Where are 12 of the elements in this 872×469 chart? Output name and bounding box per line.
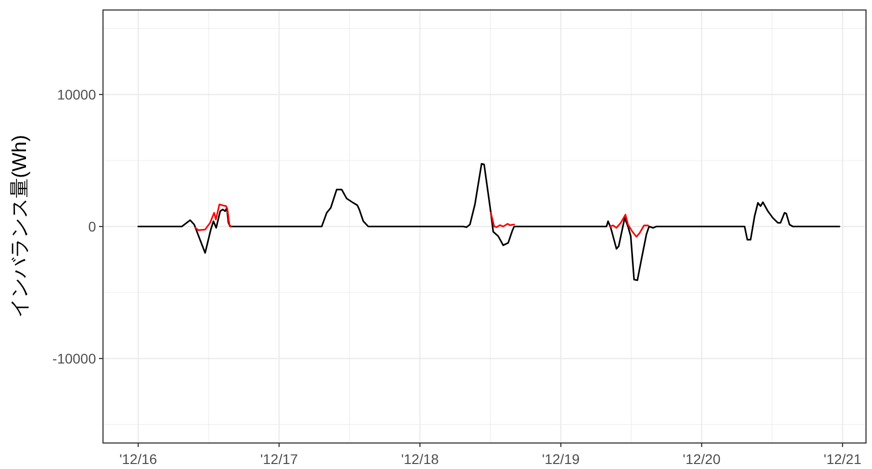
x-tick-label: '12/16 xyxy=(119,451,158,467)
y-axis-title: インバランス量(Wh) xyxy=(9,134,31,318)
x-tick-label: '12/21 xyxy=(824,451,862,467)
x-tick-label: '12/19 xyxy=(542,451,580,467)
x-tick-label: '12/20 xyxy=(682,451,721,467)
line-series xyxy=(608,214,649,238)
y-tick-label: 0 xyxy=(88,218,96,234)
line-series xyxy=(490,212,515,228)
x-tick-label: '12/17 xyxy=(260,451,298,467)
y-tick-label: 10000 xyxy=(57,86,96,102)
y-tick-label: -10000 xyxy=(52,350,96,367)
x-tick-label: '12/18 xyxy=(401,451,439,467)
